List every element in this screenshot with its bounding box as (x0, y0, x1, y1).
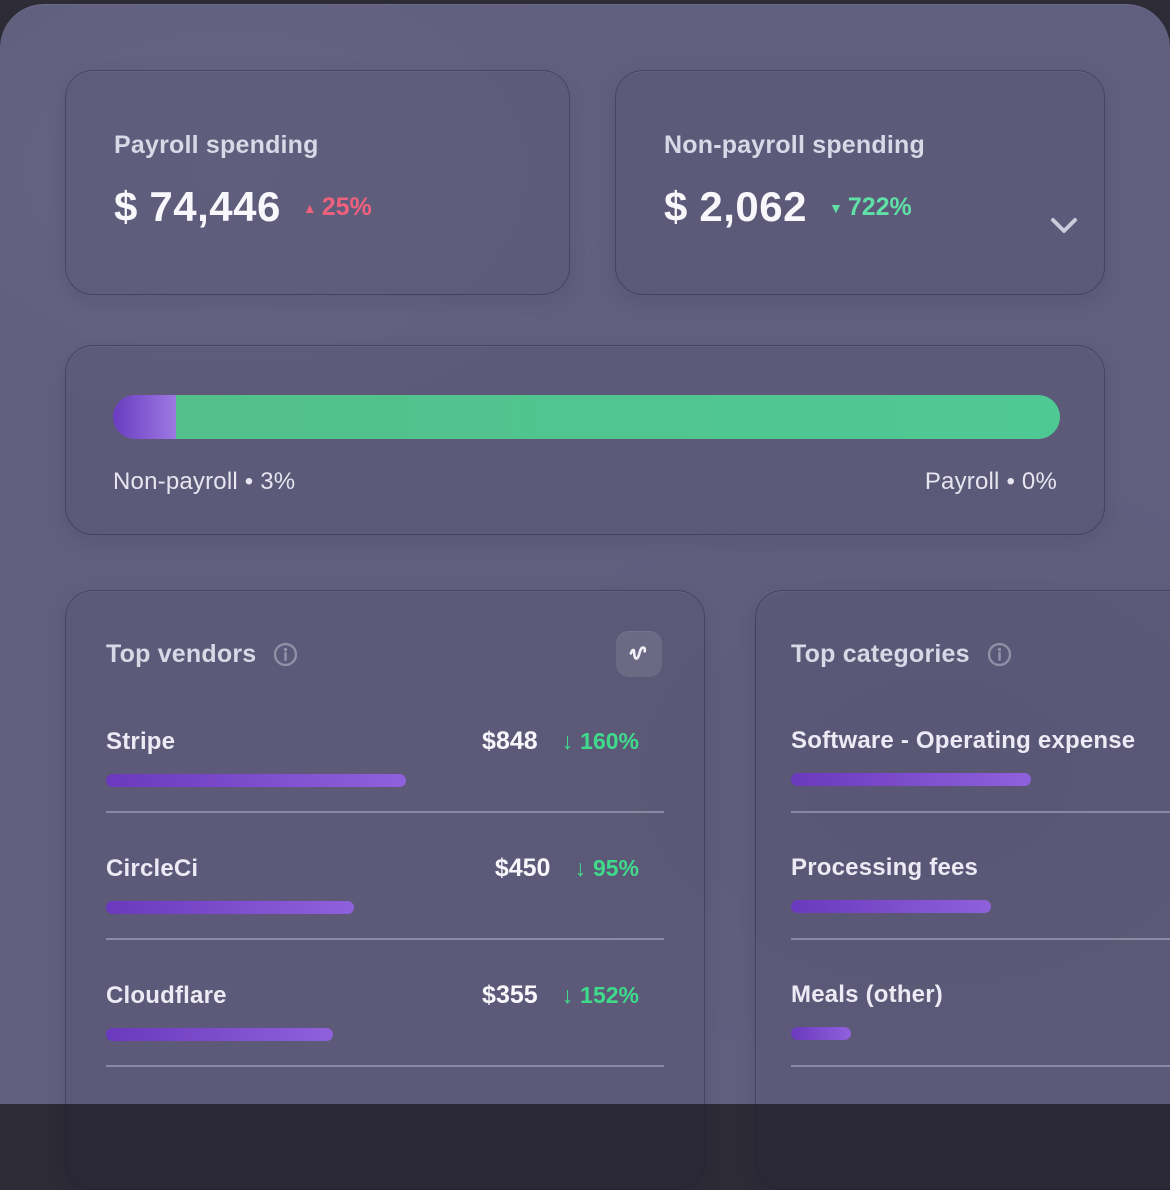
category-name: Software - Operating expense (791, 727, 1136, 754)
category-rows: Software - Operating expense Processing … (791, 727, 1170, 1067)
expand-card-button[interactable] (1042, 209, 1086, 243)
vendor-amount: $450 (494, 854, 551, 882)
non-payroll-segment (113, 395, 176, 439)
chart-toggle-button[interactable] (616, 631, 662, 677)
currency-symbol: $ (114, 183, 138, 230)
non-payroll-share-label: Non-payroll • 3% (113, 468, 296, 495)
vendor-bar (106, 901, 354, 914)
currency-symbol: $ (664, 183, 688, 230)
vendor-row: Cloudflare $355 ↓ 152% (106, 981, 664, 1067)
payroll-card-title: Payroll spending (114, 131, 319, 159)
vendor-amount: $355 (482, 981, 538, 1009)
non-payroll-delta: ▼ 722% (829, 193, 912, 222)
top-categories-header: Top categories (791, 631, 1170, 677)
category-row: Software - Operating expense (791, 727, 1170, 813)
vendor-name: Cloudflare (106, 982, 227, 1009)
non-payroll-amount-row: $ 2,062 ▼ 722% (664, 183, 912, 231)
vendor-row: Stripe $848 ↓ 160% (106, 727, 664, 813)
dashboard-background (0, 4, 1170, 1104)
top-vendors-title: Top vendors (106, 639, 257, 668)
vendor-name: Stripe (106, 728, 176, 755)
vendor-name: CircleCi (106, 855, 199, 882)
vendor-values: $450 ↓ 95% (495, 854, 664, 883)
payroll-amount-row: $ 74,446 ▲ 25% (114, 183, 372, 231)
info-icon[interactable] (986, 641, 1013, 668)
category-name: Meals (other) (791, 981, 943, 1008)
activity-icon (626, 641, 652, 667)
vendor-values: $355 ↓ 152% (482, 981, 664, 1010)
category-bar (791, 773, 1031, 786)
arrow-down-icon: ↓ (561, 728, 574, 754)
non-payroll-delta-value: 722% (847, 192, 912, 221)
distribution-bar (113, 395, 1060, 439)
chevron-down-icon (1049, 216, 1079, 236)
vendor-row: CircleCi $450 ↓ 95% (106, 854, 664, 940)
category-row: Meals (other) (791, 981, 1170, 1067)
non-payroll-amount: 2,062 (699, 183, 807, 230)
payroll-delta-value: 25% (321, 192, 372, 221)
category-bar (791, 900, 991, 913)
top-categories-title: Top categories (791, 639, 970, 668)
top-categories-card: Top categories Software - Operating expe… (755, 590, 1170, 1190)
vendor-delta: 152% (580, 982, 639, 1008)
payroll-share-label: Payroll • 0% (924, 468, 1057, 495)
info-icon[interactable] (272, 641, 299, 668)
payroll-delta: ▲ 25% (303, 193, 372, 222)
payroll-segment (176, 395, 1060, 439)
vendor-bar (106, 774, 406, 787)
top-vendors-card: Top vendors Stripe (65, 590, 705, 1190)
vendor-bar (106, 1028, 333, 1041)
triangle-down-icon: ▼ (828, 200, 843, 216)
arrow-down-icon: ↓ (574, 855, 586, 881)
triangle-up-icon: ▲ (302, 200, 317, 216)
vendor-delta: 160% (580, 728, 639, 754)
spending-dashboard: Payroll spending $ 74,446 ▲ 25% Non-payr… (65, 70, 1170, 1190)
top-vendors-header: Top vendors (106, 631, 664, 677)
payroll-amount: 74,446 (149, 183, 281, 230)
vendor-rows: Stripe $848 ↓ 160% CircleCi $450 ↓ 95% (106, 727, 664, 1067)
category-name: Processing fees (791, 854, 979, 881)
non-payroll-spending-card: Non-payroll spending $ 2,062 ▼ 722% (615, 70, 1105, 295)
distribution-labels: Non-payroll • 3% Payroll • 0% (113, 468, 1057, 496)
spending-distribution-card: Non-payroll • 3% Payroll • 0% (65, 345, 1105, 535)
payroll-spending-card: Payroll spending $ 74,446 ▲ 25% (65, 70, 570, 295)
arrow-down-icon: ↓ (561, 982, 574, 1008)
category-row: Processing fees (791, 854, 1170, 940)
vendor-amount: $848 (482, 727, 538, 755)
non-payroll-card-title: Non-payroll spending (664, 131, 925, 159)
vendor-values: $848 ↓ 160% (482, 727, 664, 756)
vendor-delta: 95% (592, 855, 639, 881)
category-bar (791, 1027, 851, 1040)
